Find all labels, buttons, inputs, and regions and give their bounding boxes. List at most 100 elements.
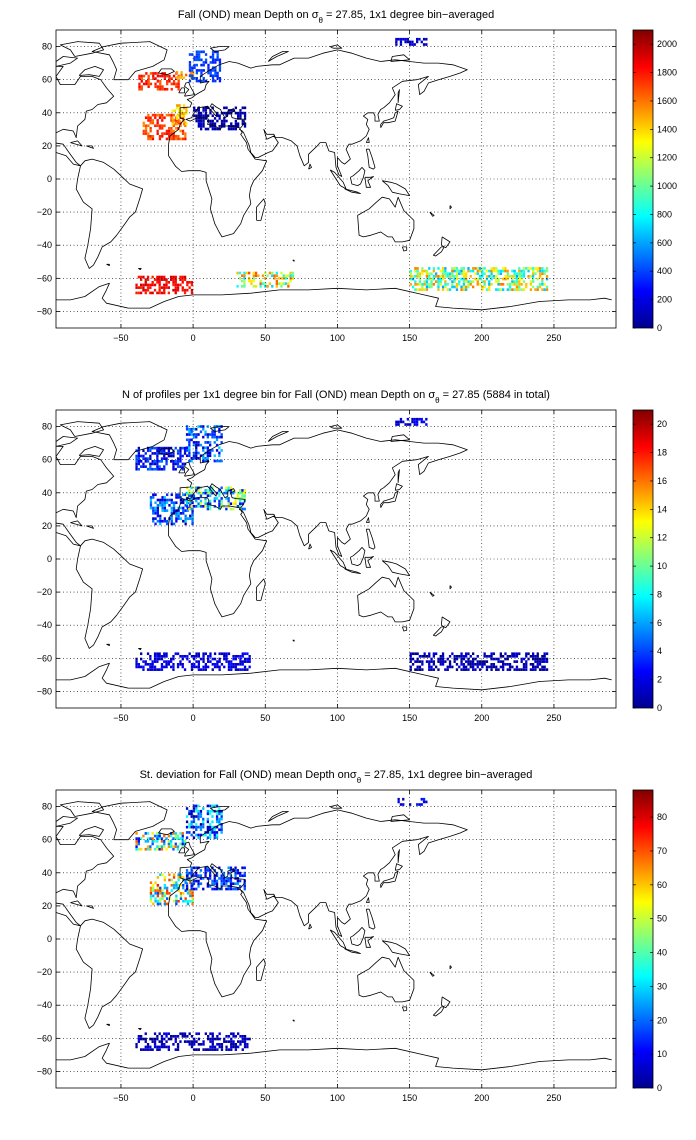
heatmap-cell bbox=[149, 82, 153, 86]
heatmap-cell bbox=[513, 660, 516, 663]
heatmap-cell bbox=[163, 498, 167, 502]
heatmap-cell bbox=[160, 655, 164, 658]
heatmap-cell bbox=[207, 127, 210, 131]
heatmap-cell bbox=[168, 504, 171, 507]
heatmap-cell bbox=[184, 132, 187, 135]
heatmap-cell bbox=[199, 828, 203, 832]
heatmap-cell bbox=[149, 119, 152, 122]
coastline bbox=[397, 89, 400, 103]
heatmap-cell bbox=[172, 462, 175, 466]
heatmap-cell bbox=[416, 423, 419, 426]
heatmap-cell bbox=[152, 517, 155, 520]
heatmap-cell bbox=[227, 502, 230, 506]
heatmap-cell bbox=[211, 435, 214, 439]
coastline bbox=[70, 140, 83, 147]
heatmap-cell bbox=[166, 522, 169, 526]
heatmap-cell bbox=[430, 272, 433, 276]
heatmap-cell bbox=[166, 74, 169, 78]
heatmap-cell bbox=[472, 280, 475, 283]
y-tick-label: −80 bbox=[37, 1066, 52, 1076]
y-tick-label: 20 bbox=[42, 521, 52, 531]
heatmap-cell bbox=[241, 119, 244, 123]
heatmap-cell bbox=[200, 657, 203, 661]
heatmap-cell bbox=[200, 668, 203, 671]
heatmap-cell bbox=[455, 267, 459, 270]
coastline bbox=[168, 429, 468, 618]
heatmap-cell bbox=[225, 1048, 228, 1051]
heatmap-cells bbox=[135, 37, 549, 295]
heatmap-cell bbox=[163, 1032, 166, 1036]
heatmap-cell bbox=[161, 74, 164, 78]
heatmap-cell bbox=[444, 269, 447, 273]
heatmap-cell bbox=[214, 71, 217, 75]
heatmap-cell bbox=[179, 457, 182, 460]
coastline bbox=[138, 1028, 142, 1030]
heatmap-cell bbox=[430, 277, 433, 281]
heatmap-cell bbox=[399, 37, 403, 41]
heatmap-cell bbox=[163, 1037, 166, 1041]
heatmap-cell bbox=[170, 493, 173, 497]
heatmap-cell bbox=[181, 665, 184, 669]
heatmap-cell bbox=[183, 842, 187, 846]
y-tick-label: 0 bbox=[47, 174, 52, 184]
heatmap-cell bbox=[156, 446, 159, 450]
heatmap-cell bbox=[215, 887, 219, 891]
heatmap-cell bbox=[220, 812, 223, 816]
heatmap-cell bbox=[199, 494, 203, 498]
heatmap-cell bbox=[227, 663, 231, 666]
colorbar-tick-label: 4 bbox=[657, 646, 662, 656]
heatmap-cell bbox=[236, 871, 240, 875]
heatmap-cell bbox=[158, 113, 162, 117]
heatmap-cell bbox=[142, 283, 145, 287]
heatmap-cell bbox=[502, 665, 505, 669]
heatmap-cell bbox=[158, 837, 161, 840]
heatmap-cell bbox=[234, 869, 237, 872]
heatmap-cell bbox=[170, 82, 173, 86]
heatmap-cell bbox=[397, 423, 400, 426]
heatmap-cell bbox=[508, 283, 512, 286]
heatmap-cell bbox=[229, 507, 233, 511]
coastline bbox=[184, 461, 195, 477]
heatmap-cell bbox=[227, 871, 230, 875]
heatmap-cell bbox=[481, 663, 484, 666]
heatmap-cell bbox=[211, 815, 214, 818]
heatmap-cell bbox=[460, 267, 463, 270]
heatmap-cell bbox=[188, 489, 191, 492]
heatmap-cell bbox=[191, 512, 194, 515]
heatmap-cell bbox=[168, 113, 171, 117]
heatmap-cell bbox=[213, 833, 216, 837]
heatmap-cell bbox=[216, 1043, 219, 1046]
heatmap-cell bbox=[168, 892, 171, 895]
heatmap-cell bbox=[186, 517, 190, 520]
heatmap-cell bbox=[177, 493, 180, 497]
heatmap-cell bbox=[465, 280, 468, 283]
heatmap-cell bbox=[198, 50, 201, 54]
heatmap-cell bbox=[206, 809, 210, 813]
heatmap-cell bbox=[239, 505, 242, 508]
x-tick-label: 0 bbox=[191, 1093, 196, 1103]
heatmap-cell bbox=[179, 506, 183, 510]
heatmap-cell bbox=[425, 37, 428, 41]
heatmap-cell bbox=[543, 655, 546, 658]
heatmap-cell bbox=[192, 435, 196, 439]
heatmap-cell bbox=[543, 665, 546, 669]
heatmap-cell bbox=[513, 275, 516, 278]
heatmap-cell bbox=[476, 663, 479, 666]
heatmap-cell bbox=[160, 1045, 164, 1049]
x-tick-label: −50 bbox=[113, 333, 128, 343]
heatmap-cell bbox=[209, 885, 212, 888]
heatmap-cell bbox=[425, 655, 429, 658]
heatmap-cell bbox=[237, 114, 240, 118]
heatmap-cell bbox=[439, 277, 442, 281]
heatmap-cell bbox=[179, 512, 183, 515]
heatmap-cell bbox=[472, 652, 475, 656]
heatmap-cell bbox=[177, 884, 180, 887]
heatmap-cell bbox=[177, 889, 180, 892]
heatmap-cell bbox=[467, 668, 470, 671]
heatmap-cell bbox=[209, 119, 212, 123]
heatmap-cell bbox=[515, 665, 519, 669]
heatmap-cell bbox=[259, 279, 262, 283]
heatmap-cell bbox=[188, 69, 192, 72]
